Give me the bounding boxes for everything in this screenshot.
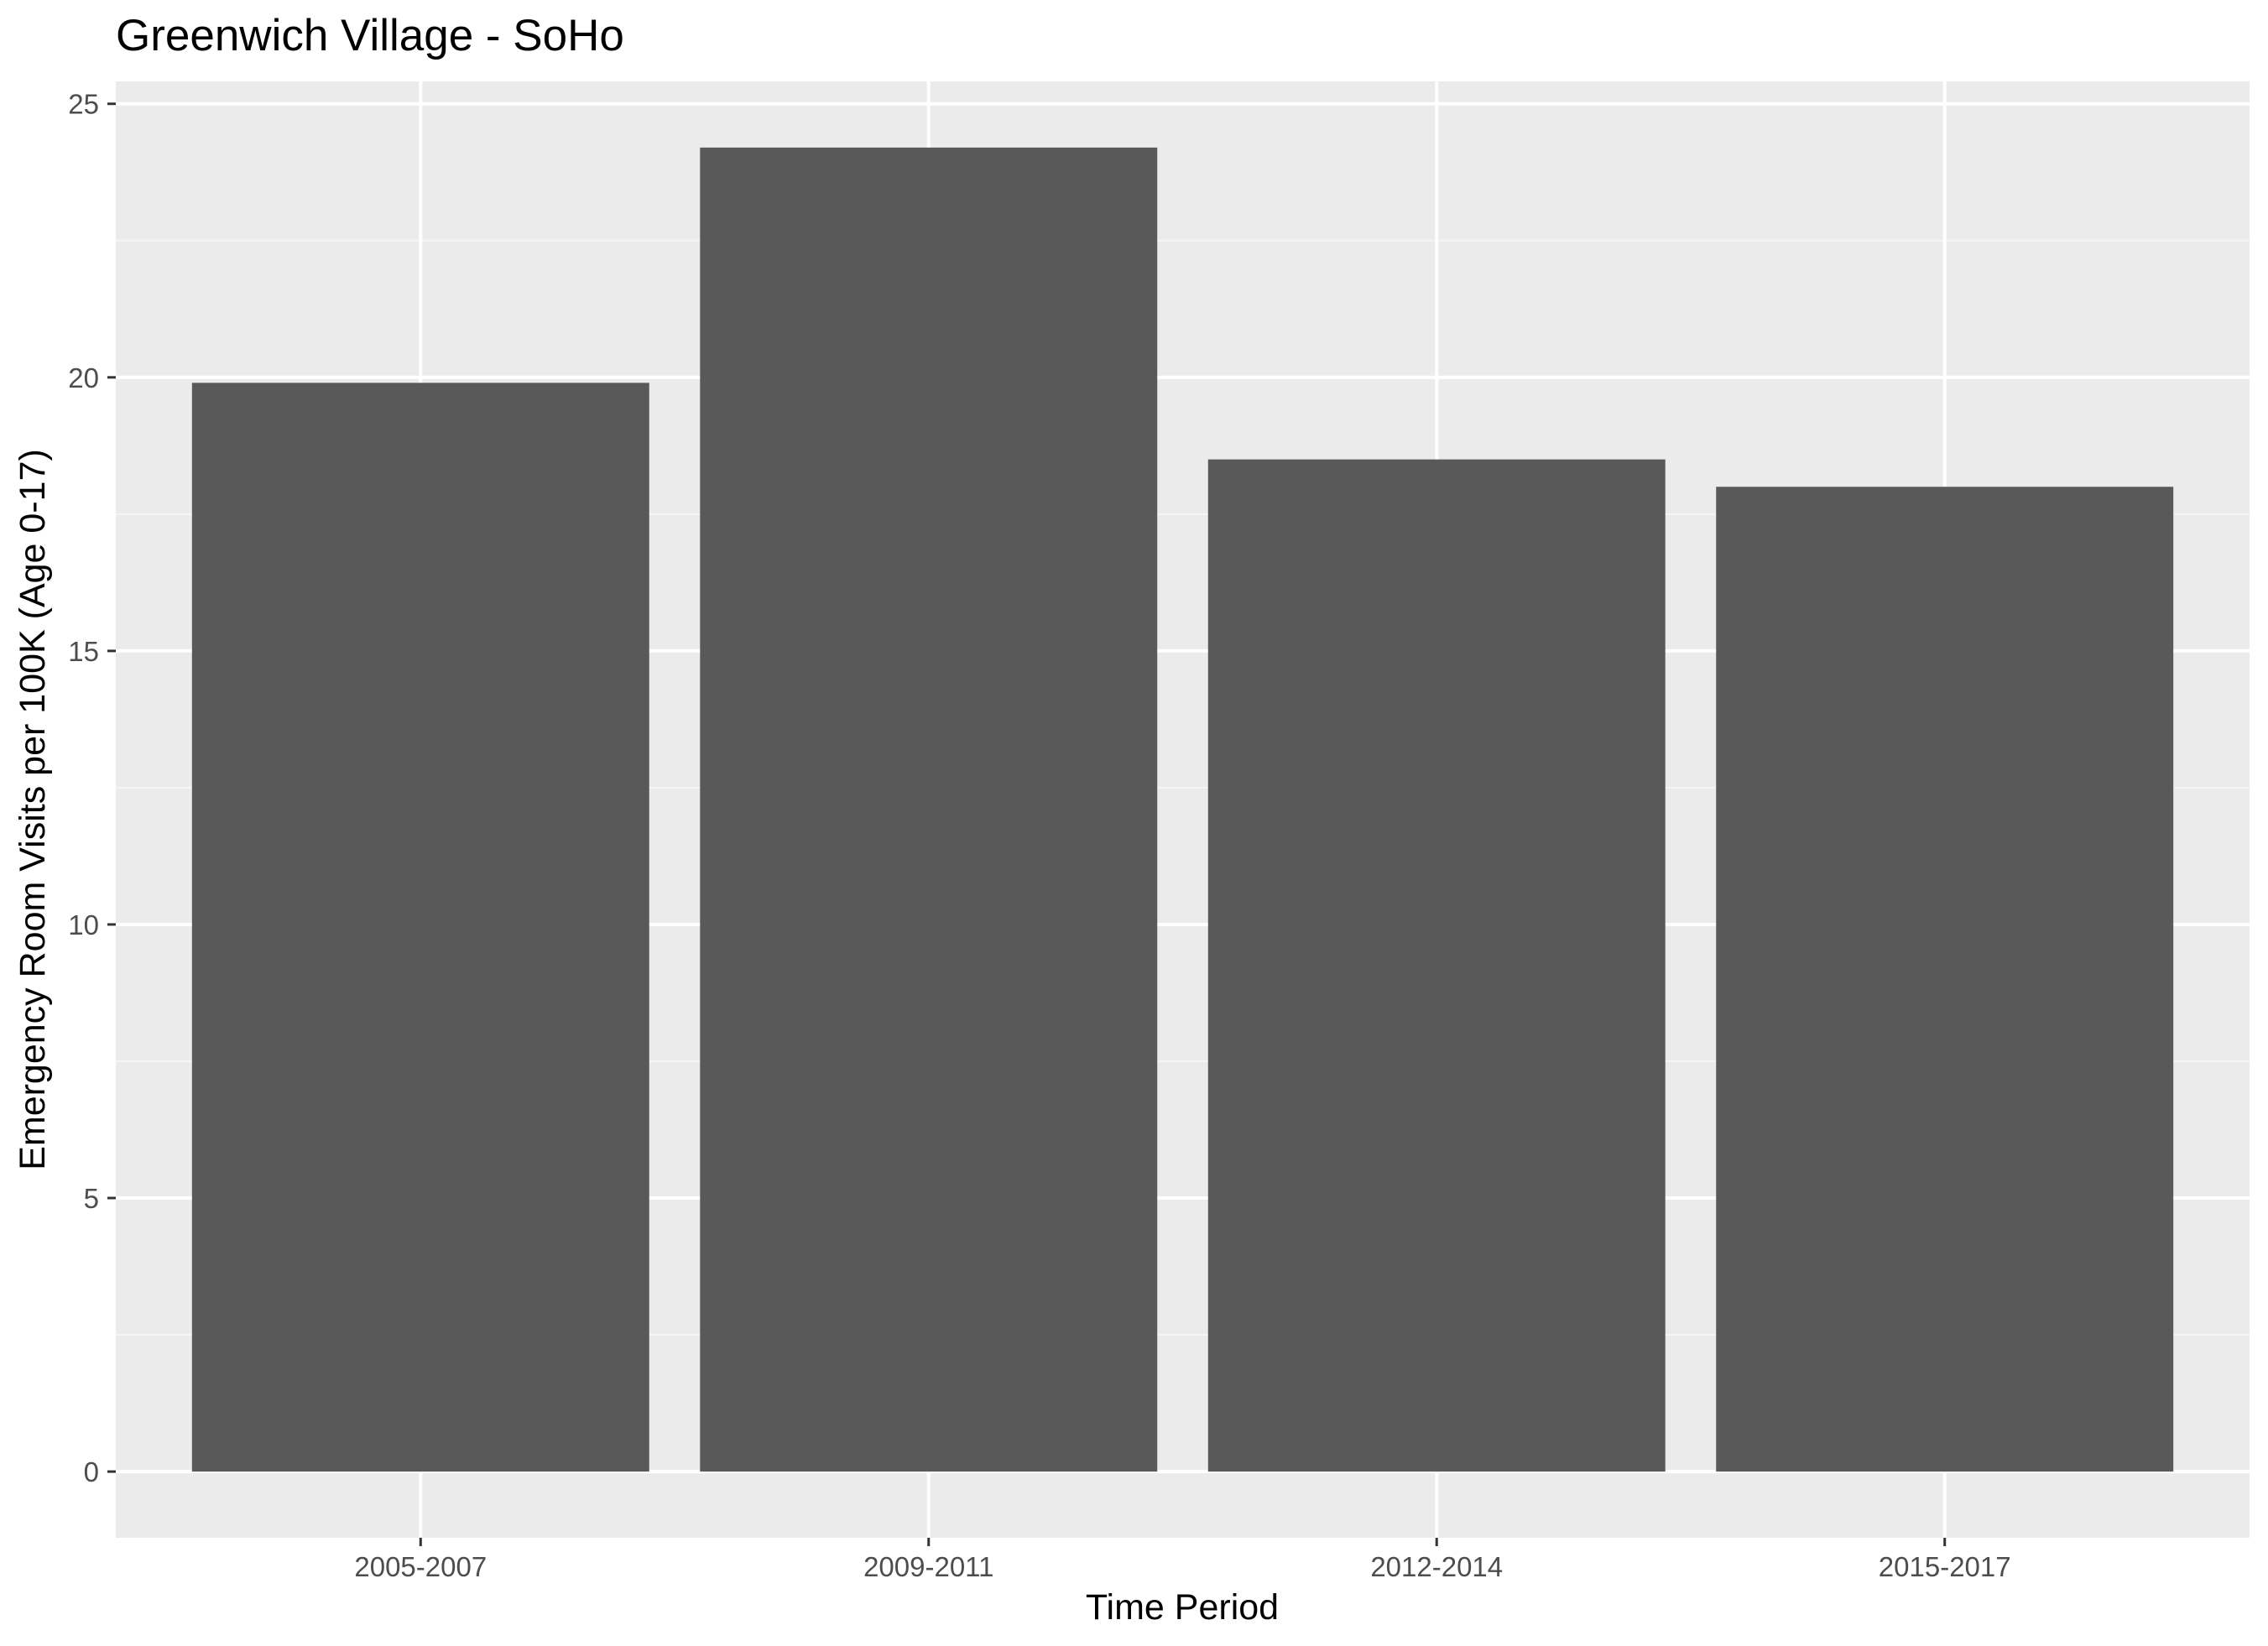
y-axis-title: Emergency Room Visits per 100K (Age 0-17… [13, 449, 53, 1170]
bars [191, 147, 2174, 1472]
chart-title: Greenwich Village - SoHo [116, 11, 624, 60]
bar-2012-2014 [1207, 459, 1666, 1472]
y-tick-label: 20 [68, 362, 99, 393]
x-axis: 2005-2007 2009-2011 2012-2014 2015-2017 [354, 1538, 2011, 1582]
x-tick-label: 2009-2011 [863, 1551, 993, 1582]
y-tick-label: 10 [68, 909, 99, 940]
bar-2005-2007 [191, 383, 649, 1472]
x-tick-label: 2012-2014 [1370, 1551, 1503, 1582]
y-tick-label: 5 [84, 1183, 99, 1214]
x-tick-label: 2005-2007 [354, 1551, 487, 1582]
bar-2015-2017 [1716, 487, 2174, 1472]
y-tick-label: 25 [68, 89, 99, 120]
x-tick-label: 2015-2017 [1879, 1551, 2011, 1582]
y-tick-label: 15 [68, 636, 99, 667]
x-axis-title: Time Period [1086, 1587, 1279, 1628]
y-tick-label: 0 [84, 1456, 99, 1487]
bar-2009-2011 [700, 147, 1158, 1472]
y-axis: 0 5 10 15 20 25 [68, 89, 116, 1487]
